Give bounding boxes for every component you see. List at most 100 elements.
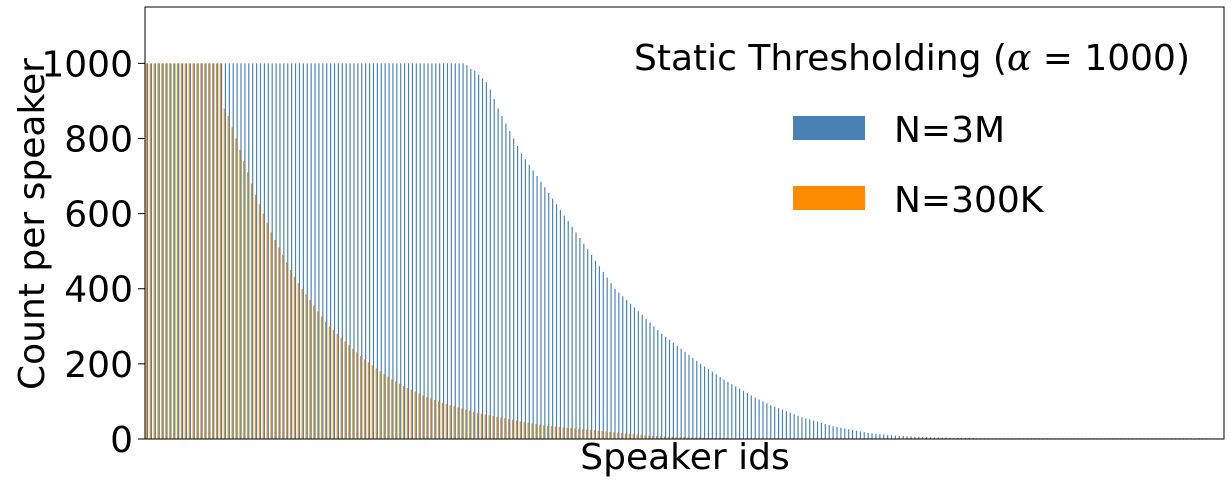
- bar-n300k: [508, 419, 510, 439]
- bar-n3m: [485, 82, 488, 439]
- bar-n3m: [703, 366, 706, 439]
- bar-n3m: [361, 63, 363, 439]
- bar-n3m: [353, 63, 355, 439]
- bar-n3m: [567, 221, 569, 439]
- bar-n300k: [679, 437, 681, 439]
- bar-n3m: [816, 421, 819, 439]
- bars: [145, 63, 1223, 440]
- bar-n300k: [659, 436, 662, 439]
- y-tick-label: 0: [110, 420, 133, 461]
- bar-n3m: [964, 437, 967, 439]
- bar-n300k: [266, 223, 268, 439]
- bar-n300k: [543, 425, 545, 439]
- bar-n300k: [609, 431, 611, 439]
- bar-n300k: [200, 63, 202, 439]
- bar-n3m: [575, 232, 577, 439]
- x-axis-label: Speaker ids: [580, 437, 789, 478]
- bar-n300k: [324, 321, 327, 439]
- bar-n300k: [289, 269, 292, 439]
- bar-n300k: [683, 437, 685, 439]
- bar-n3m: [341, 63, 343, 439]
- bar-n3m: [435, 63, 437, 439]
- bar-n3m: [287, 63, 289, 439]
- y-axis-label: Count per speaker: [12, 58, 53, 390]
- bar-n3m: [629, 303, 632, 439]
- bar-n3m: [914, 436, 916, 439]
- bar-n300k: [157, 63, 159, 439]
- bar-n3m: [372, 63, 375, 439]
- bar-n3m: [610, 283, 612, 439]
- bar-n3m: [415, 63, 417, 439]
- bar-n300k: [617, 432, 619, 439]
- bar-n300k: [282, 254, 284, 439]
- bar-n3m: [583, 243, 585, 439]
- bar-n3m: [423, 63, 425, 439]
- bar-n300k: [356, 352, 358, 439]
- bar-n3m: [937, 437, 939, 439]
- bar-n3m: [166, 63, 168, 439]
- bar-n3m: [345, 63, 347, 439]
- bar-n300k: [180, 63, 183, 439]
- bar-n300k: [227, 115, 229, 439]
- bar-n300k: [278, 247, 280, 439]
- bar-n3m: [532, 170, 534, 439]
- bar-n3m: [517, 145, 519, 440]
- bar-n300k: [566, 427, 568, 439]
- bar-n3m: [785, 411, 787, 439]
- bar-n3m: [224, 63, 227, 439]
- bar-n3m: [333, 63, 336, 439]
- bar-n3m: [256, 63, 258, 439]
- bar-n3m: [466, 65, 468, 439]
- bar-n300k: [441, 402, 443, 439]
- bar-n3m: [170, 63, 172, 439]
- bar-n3m: [953, 437, 955, 439]
- bar-n300k: [628, 433, 630, 439]
- bar-n300k: [613, 432, 615, 439]
- bar-n3m: [283, 63, 285, 439]
- bar-n3m: [509, 130, 511, 439]
- bar-n3m: [684, 351, 686, 439]
- bar-n3m: [185, 63, 188, 439]
- bar-n3m: [777, 408, 780, 439]
- bar-n3m: [941, 437, 943, 439]
- bar-n3m: [489, 89, 491, 439]
- bar-n3m: [306, 63, 308, 439]
- bar-n3m: [442, 63, 445, 439]
- y-axis: 0 200 400 600 800 1000: [41, 44, 145, 461]
- bar-n3m: [602, 271, 604, 439]
- bar-n3m: [478, 74, 480, 440]
- bar-n3m: [715, 374, 717, 439]
- bar-n3m: [922, 437, 924, 439]
- bar-n300k: [173, 63, 175, 439]
- bar-n300k: [340, 337, 342, 439]
- bar-n3m: [972, 437, 974, 439]
- bar-n3m: [275, 63, 277, 439]
- bar-n300k: [656, 435, 658, 439]
- bar-n3m: [727, 381, 729, 439]
- bar-n3m: [552, 198, 554, 439]
- bar-n3m: [201, 63, 203, 439]
- bar-n3m: [154, 63, 156, 439]
- bar-n3m: [419, 63, 421, 439]
- bar-n3m: [626, 300, 628, 439]
- bar-n300k: [726, 437, 728, 439]
- bar-n3m: [871, 433, 873, 439]
- bar-n3m: [614, 288, 616, 439]
- bar-n300k: [149, 63, 151, 439]
- bar-n300k: [437, 401, 440, 439]
- bar-n300k: [367, 362, 369, 439]
- bar-n3m: [824, 423, 826, 439]
- bar-n3m: [832, 426, 834, 439]
- bar-n3m: [493, 99, 495, 439]
- bar-n3m: [528, 164, 530, 439]
- bar-n3m: [645, 318, 647, 439]
- bar-n300k: [192, 63, 194, 439]
- bar-n3m: [302, 63, 304, 439]
- bar-n300k: [461, 408, 463, 439]
- bar-n3m: [158, 63, 160, 439]
- bar-n300k: [309, 300, 311, 439]
- bar-n3m: [271, 63, 273, 439]
- bar-n3m: [349, 63, 351, 439]
- bar-n3m: [672, 342, 674, 439]
- bar-n3m: [668, 339, 671, 439]
